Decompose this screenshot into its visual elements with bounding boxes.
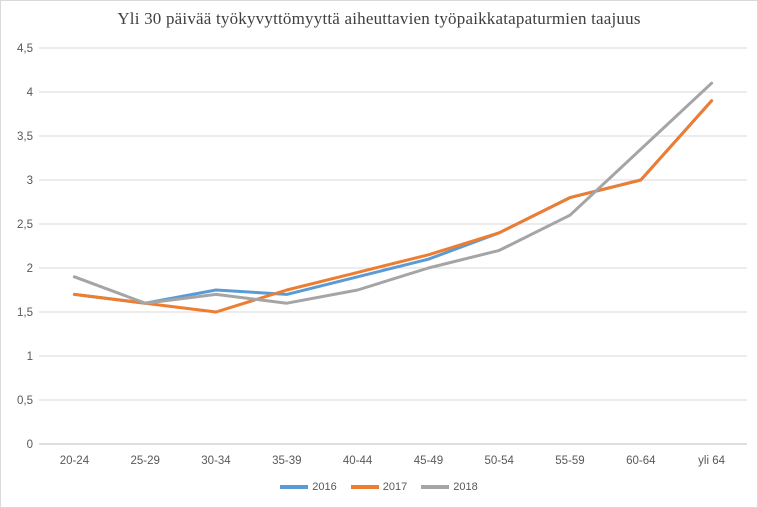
- legend-label: 2017: [382, 481, 408, 493]
- y-axis-tick-labels: 0 0,5 1 1,5 2 2,5 3 3,5 4 4,5: [17, 43, 34, 451]
- legend-item-2018: 2018: [421, 481, 478, 493]
- series-line-2017: [72, 99, 714, 314]
- chart-title: Yli 30 päivää työkyvyttömyyttä aiheuttav…: [117, 9, 641, 28]
- y-tick-label: 3: [27, 175, 33, 187]
- series-lines: [72, 81, 714, 314]
- x-tick-label: 40-44: [343, 455, 373, 467]
- legend-item-2016: 2016: [280, 481, 337, 493]
- x-tick-label: 20-24: [60, 455, 90, 467]
- series-line-2018: [72, 81, 714, 305]
- x-tick-label: 50-54: [484, 455, 514, 467]
- chart-legend: 2016 2017 2018: [1, 481, 757, 493]
- legend-item-2017: 2017: [350, 481, 408, 493]
- x-tick-label: 25-29: [130, 455, 159, 467]
- legend-label: 2018: [453, 481, 478, 493]
- legend-swatch-2016: [280, 485, 309, 489]
- x-axis-tick-labels: 20-24 25-29 30-34 35-39 40-44 45-49 50-54 55-59…: [60, 455, 726, 467]
- legend-swatch-2018: [421, 485, 450, 489]
- legend-swatch-2017: [350, 485, 379, 489]
- y-tick-label: 1: [27, 351, 33, 363]
- y-tick-label: 2: [27, 263, 33, 275]
- x-tick-label: yli 64: [698, 455, 725, 467]
- series-line-2016: [72, 99, 714, 305]
- y-tick-label: 1,5: [17, 307, 33, 319]
- y-tick-label: 2,5: [17, 219, 33, 231]
- y-tick-label: 0,5: [17, 395, 33, 407]
- x-tick-label: 60-64: [626, 455, 656, 467]
- x-tick-label: 55-59: [555, 455, 584, 467]
- y-tick-label: 3,5: [17, 131, 33, 143]
- y-tick-label: 0: [27, 439, 33, 451]
- x-tick-label: 35-39: [272, 455, 301, 467]
- x-tick-label: 30-34: [201, 455, 231, 467]
- y-tick-label: 4,5: [17, 43, 33, 55]
- y-tick-label: 4: [27, 87, 34, 99]
- x-tick-label: 45-49: [414, 455, 443, 467]
- gridlines: [39, 47, 747, 445]
- legend-label: 2016: [312, 481, 337, 493]
